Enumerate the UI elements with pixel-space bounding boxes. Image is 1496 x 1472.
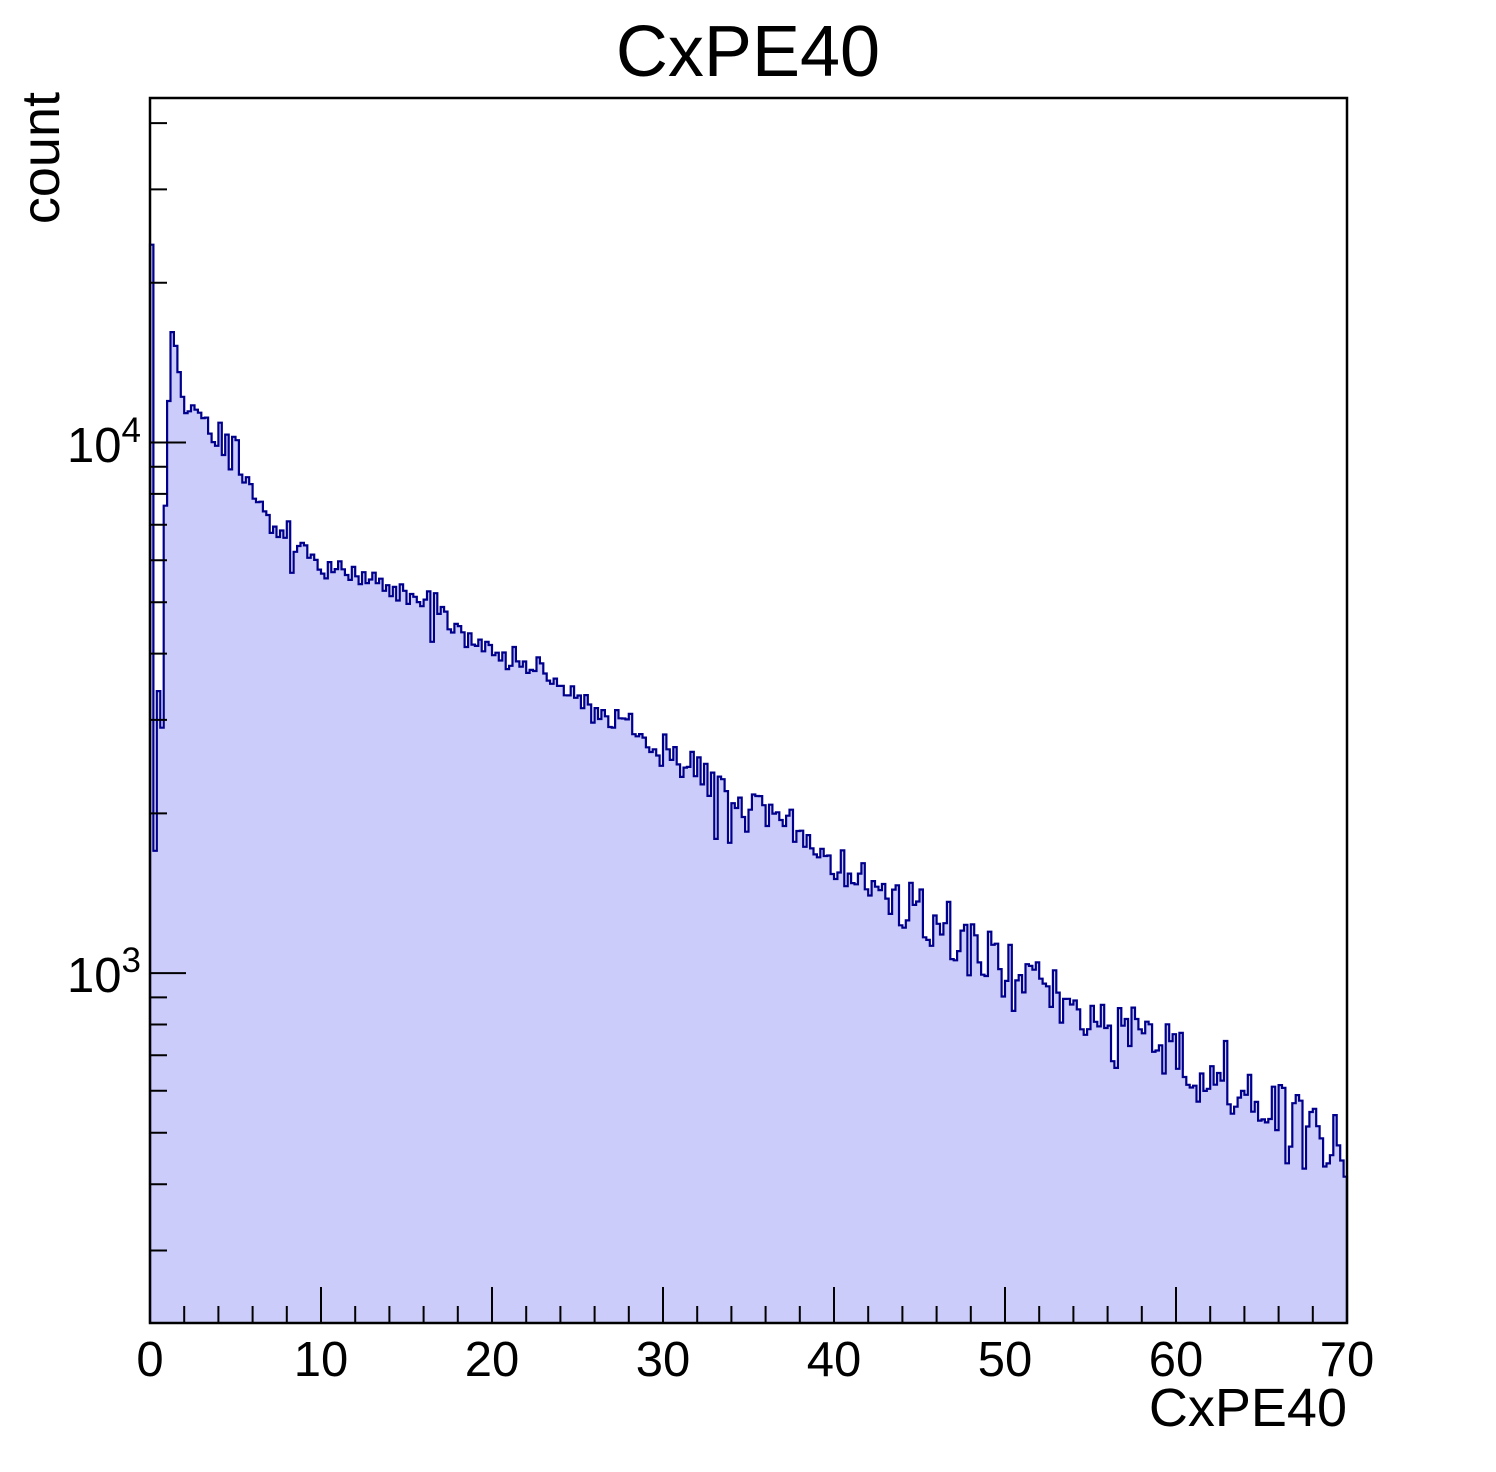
- x-tick-label: 20: [464, 1333, 520, 1387]
- histogram-outline: [148, 243, 1349, 1323]
- x-tick-label: 30: [635, 1333, 691, 1387]
- x-tick-label: 40: [806, 1333, 862, 1387]
- histogram-fill: [150, 244, 1347, 1324]
- x-axis-title: CxPE40: [1148, 1378, 1347, 1438]
- y-tick-label: 103: [67, 940, 141, 1003]
- plot-frame: [148, 96, 1349, 1325]
- x-tick-label: 10: [293, 1333, 349, 1387]
- y-tick-label: 104: [67, 410, 141, 473]
- chart-title: CxPE40: [615, 12, 881, 92]
- x-tick-label: 0: [136, 1333, 164, 1387]
- y-axis-title: count: [11, 92, 71, 225]
- x-tick-label: 60: [1148, 1333, 1204, 1387]
- x-tick-label: 50: [977, 1333, 1033, 1387]
- x-tick-label: 70: [1319, 1333, 1375, 1387]
